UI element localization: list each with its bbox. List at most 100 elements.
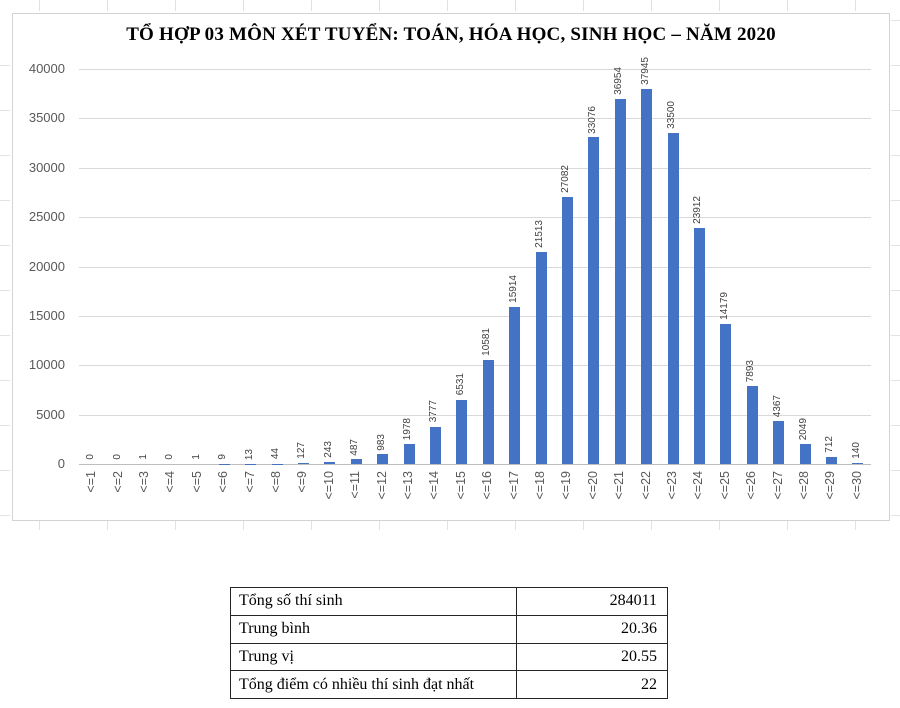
bar-value-label: 0	[164, 454, 176, 460]
x-axis-tick-label: <=21	[612, 471, 627, 500]
bar-value-label: 4367	[771, 394, 783, 417]
worksheet-row-gridlines-left	[0, 65, 10, 520]
x-axis-tick-label: <=4	[163, 471, 178, 493]
bar	[350, 459, 362, 464]
row-value: 22	[516, 670, 668, 699]
y-gridline	[79, 315, 871, 317]
x-axis-tick-label: <=12	[374, 471, 389, 500]
x-axis-tick-label: <=6	[216, 471, 231, 493]
row-label: Tổng điểm có nhiều thí sinh đạt nhất	[229, 670, 518, 699]
y-axis-tick-label: 15000	[28, 307, 65, 323]
bar-value-label: 127	[296, 442, 308, 459]
x-axis-tick-label: <=14	[427, 471, 442, 500]
y-gridline	[79, 217, 871, 219]
x-axis-tick-label: <=24	[691, 471, 706, 500]
bar-value-label: 15914	[507, 275, 519, 303]
y-axis-tick-label: 35000	[28, 110, 65, 126]
table-row: Tổng số thí sinh 284011	[229, 587, 668, 616]
row-label: Tổng số thí sinh	[229, 587, 518, 616]
summary-table: Tổng số thí sinh 284011 Trung bình 20.36 Tru…	[229, 587, 668, 699]
x-axis-tick-label: <=1	[84, 471, 99, 493]
x-axis-tick-label: <=23	[665, 471, 679, 500]
row-label: Trung vị	[229, 642, 518, 672]
x-axis-tick-label: <=16	[480, 471, 495, 500]
x-axis-tick-label: <=2	[110, 471, 125, 493]
bar	[561, 196, 573, 464]
y-axis-tick-label: 10000	[28, 357, 65, 373]
table-row: Tổng điểm có nhiều thí sinh đạt nhất 22	[229, 670, 668, 699]
x-axis-tick-label: <=26	[744, 471, 759, 500]
x-axis-tick-label: <=28	[797, 471, 811, 500]
plot-area: 0 0 1 0 1 9 13 44 127 243 487 983 1978 3777 6531 10581 1…	[79, 57, 871, 465]
bar-value-label: 14179	[718, 292, 730, 320]
bar	[641, 89, 653, 464]
bar	[535, 251, 547, 464]
row-value: 20.36	[516, 614, 668, 644]
bar-value-label: 10581	[481, 327, 493, 356]
bar	[509, 306, 521, 464]
bar-value-label: 44	[270, 448, 281, 460]
bar	[482, 359, 494, 464]
x-axis-tick-label: <=17	[506, 471, 521, 500]
row-label: Trung bình	[229, 614, 518, 644]
bar-value-label: 3777	[428, 400, 440, 423]
bar-value-label: 243	[322, 440, 334, 458]
chart-frame: TỔ HỢP 03 MÔN XÉT TUYỂN: TOÁN, HÓA HỌC, …	[12, 13, 890, 521]
x-axis-tick-label: <=11	[348, 471, 363, 499]
bar	[852, 462, 864, 464]
x-axis-tick-label: <=7	[242, 471, 257, 493]
bar-value-label: 140	[850, 441, 862, 459]
bar-value-label: 1978	[402, 418, 413, 441]
x-axis-tick-label: <=30	[849, 471, 864, 500]
bar-value-label: 36954	[613, 67, 625, 96]
bar	[746, 386, 758, 464]
x-axis-tick-label: <=20	[585, 471, 600, 500]
worksheet-row-gridlines-right	[891, 20, 900, 520]
x-axis-tick-label: <=29	[823, 471, 838, 500]
bar-value-label: 1	[190, 454, 202, 460]
bar-value-label: 7893	[745, 359, 757, 383]
bar-value-label: 21513	[534, 219, 545, 248]
x-axis-tick-label: <=3	[137, 471, 151, 493]
bar-value-label: 37945	[639, 57, 651, 86]
bar-value-label: 33076	[586, 105, 598, 134]
bar	[825, 456, 837, 464]
row-value: 20.55	[516, 642, 668, 672]
bar-value-label: 33500	[666, 101, 677, 130]
bar-value-label: 0	[85, 454, 97, 460]
x-axis-tick-label: <=25	[717, 471, 732, 500]
table-row: Trung bình 20.36	[229, 614, 668, 644]
bar	[693, 227, 705, 464]
y-axis-tick-label: 40000	[28, 61, 65, 76]
worksheet-column-gridlines-bottom	[39, 521, 900, 530]
x-axis-tick-label: <=15	[453, 471, 468, 500]
x-axis-tick-label: <=19	[559, 471, 574, 500]
bar-value-label: 6531	[454, 373, 466, 396]
y-axis-tick-label: 25000	[28, 209, 65, 225]
bar-value-label: 2049	[798, 417, 809, 440]
bar-value-label: 27082	[560, 164, 572, 193]
bar	[588, 137, 600, 464]
y-gridline	[79, 266, 871, 268]
y-gridline	[79, 414, 871, 416]
x-axis-tick-label: <=9	[295, 471, 310, 493]
bar	[429, 426, 441, 464]
bar	[377, 454, 389, 464]
bar	[773, 420, 785, 464]
y-axis-tick-label: 30000	[28, 159, 65, 175]
x-axis-tick-label: <=18	[533, 471, 547, 500]
table-row: Trung vị 20.55	[229, 642, 668, 672]
bar-value-label: 9	[217, 454, 229, 460]
bar	[297, 462, 309, 464]
bar	[324, 461, 336, 464]
bar-value-label: 487	[349, 438, 361, 456]
row-value: 284011	[516, 587, 668, 616]
bar-value-label: 712	[824, 436, 836, 453]
worksheet-column-gridlines-top	[39, 0, 900, 11]
bar	[403, 444, 415, 464]
bar-value-label: 0	[111, 454, 123, 460]
bar	[456, 399, 468, 464]
bar-value-label: 1	[138, 454, 149, 460]
bar	[799, 443, 811, 464]
